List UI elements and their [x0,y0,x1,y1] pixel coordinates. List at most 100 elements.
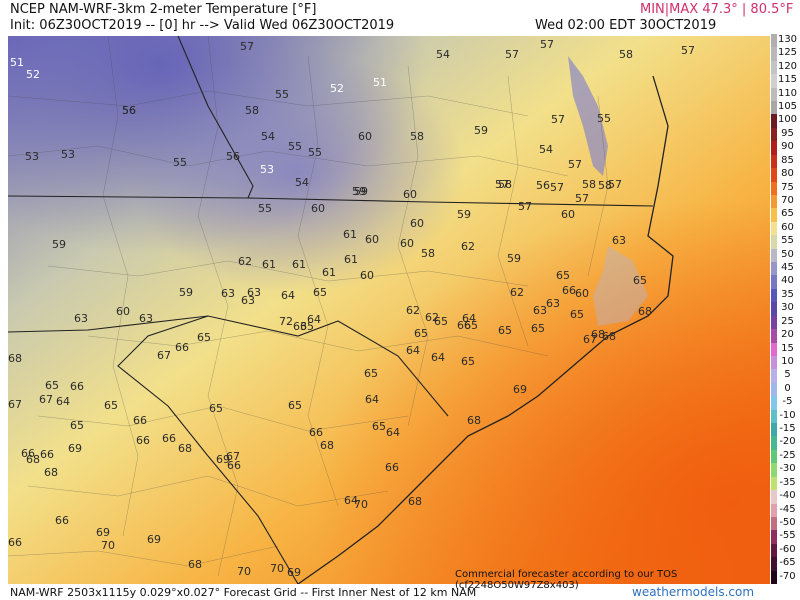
temperature-value-label: 66 [457,319,471,332]
temperature-value-label: 66 [133,414,147,427]
temperature-value-label: 66 [562,284,576,297]
scale-tick-label: -15 [779,423,796,435]
temperature-value-label: 58 [410,130,424,143]
temperature-value-label: 69 [147,533,161,546]
temperature-value-label: 60 [403,188,417,201]
temperature-value-label: 65 [414,327,428,340]
scale-tick-label: 75 [781,181,794,193]
scale-swatch [771,463,777,478]
scale-swatch [771,208,777,223]
temperature-value-label: 53 [260,163,274,176]
scale-swatch [771,168,777,183]
scale-swatch [771,114,777,129]
scale-swatch [771,557,777,572]
county-lines [8,36,609,577]
temperature-value-label: 70 [237,565,251,578]
scale-swatch [771,47,777,62]
temperature-value-label: 65 [70,419,84,432]
temperature-value-label: 65 [464,319,478,332]
scale-tick-label: -35 [779,476,796,488]
temperature-value-label: 57 [551,113,565,126]
temperature-value-label: 66 [21,447,35,460]
temperature-value-label: 60 [575,287,589,300]
scale-swatch [771,154,777,169]
scale-swatch [771,181,777,196]
scale-tick-label: -60 [779,543,796,555]
temperature-value-label: 66 [162,432,176,445]
temperature-value-label: 59 [474,124,488,137]
scale-tick-label: 105 [777,101,798,113]
scale-tick-label: 10 [781,355,794,367]
temperature-value-label: 64 [386,426,400,439]
scale-tick-label: 5 [784,369,791,381]
scale-swatch [771,34,777,48]
temperature-value-label: 55 [173,156,187,169]
temperature-value-label: 65 [313,286,327,299]
scale-tick-label: 80 [781,168,794,180]
temperature-value-label: 68 [8,352,22,365]
scale-tick-label: 130 [777,34,798,45]
temperature-value-label: 58 [498,178,512,191]
scale-tick-label: 60 [781,221,794,233]
scale-swatch [771,530,777,545]
scale-swatch [771,409,777,424]
temperature-value-label: 56 [122,104,136,117]
temperature-value-label: 65 [633,274,647,287]
scale-swatch [771,101,777,115]
temperature-value-label: 68 [8,36,22,39]
temperature-value-label: 64 [307,313,321,326]
temperature-value-label: 66 [227,459,241,472]
temperature-value-label: 59 [354,185,368,198]
scale-tick-label: 110 [777,87,798,99]
temperature-value-label: 56 [122,104,136,117]
scale-swatch [771,262,777,276]
temperature-value-label: 63 [74,312,88,325]
temperature-value-label: 57 [505,48,519,61]
tos-notice: Commercial forecaster according to our T… [455,569,678,591]
temperature-value-label: 68 [178,442,192,455]
temperature-value-label: 69 [216,453,230,466]
scale-swatch [771,221,777,236]
min-value: 47.3° [702,2,738,17]
source-link[interactable]: weathermodels.com [632,585,755,599]
temperature-value-label: 70 [101,539,115,552]
temperature-value-label: 53 [25,150,39,163]
temperature-value-label: 68 [467,414,481,427]
scale-tick-label: 0 [784,382,791,394]
scale-swatch [771,382,777,397]
temperature-value-label: 57 [608,178,622,191]
scale-swatch [771,127,777,142]
temperature-value-label: 66 [8,536,22,549]
temperature-value-label: 62 [510,286,524,299]
scale-swatch [771,490,777,504]
temperature-value-label: 59 [352,185,366,198]
temperature-value-label: 60 [410,217,424,230]
minmax-label: MIN|MAX [640,2,699,17]
scale-tick-label: -65 [779,557,796,569]
temperature-value-label: 59 [52,238,66,251]
scale-swatch [771,423,777,437]
temperature-value-label: 54 [261,130,275,143]
footer: NAM-WRF 2503x1115y 0.029°x0.027° Forecas… [0,584,800,600]
temperature-value-label: 54 [295,176,309,189]
state-borders [8,36,654,584]
temperature-value-label: 68 [408,495,422,508]
scale-swatch [771,449,777,464]
temperature-value-label: 62 [425,311,439,324]
temperature-value-label: 57 [495,178,509,191]
temperature-value-label: 68 [188,558,202,571]
temperature-value-label: 60 [311,202,325,215]
temperature-value-label: 63 [546,297,560,310]
scale-tick-label: 85 [781,154,794,166]
temperature-value-label: 65 [434,315,448,328]
temperature-value-label: 53 [61,148,75,161]
temperature-value-label: 68 [638,305,652,318]
temperature-value-label: 59 [507,252,521,265]
temperature-value-label: 69 [513,383,527,396]
scale-swatch [771,315,777,330]
temperature-value-label: 69 [287,566,301,579]
scale-swatch [771,476,777,491]
scale-swatch [771,369,777,384]
scale-tick-label: 30 [781,302,794,314]
temperature-value-label: 65 [300,320,314,333]
